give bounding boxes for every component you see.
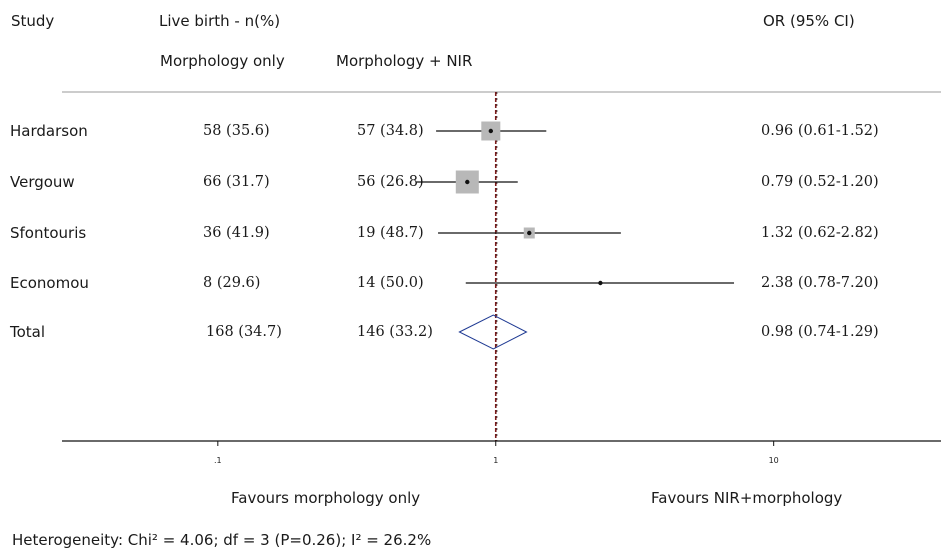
morphology-only-value: 8 (29.6)	[203, 275, 261, 291]
morphology-nir-header: Morphology + NIR	[336, 52, 473, 70]
morphology-only-value: 58 (35.6)	[203, 123, 270, 139]
total-name: Total	[10, 323, 46, 341]
or-column-header: OR (95% CI)	[763, 12, 855, 30]
favours-right-label: Favours NIR+morphology	[651, 489, 843, 507]
point-estimate	[598, 280, 603, 286]
morphology-nir-value: 19 (48.7)	[357, 225, 424, 241]
point-estimate	[465, 179, 470, 185]
x-tick-label-1: 1	[493, 456, 498, 465]
or-ci-text: 0.79 (0.52-1.20)	[761, 174, 879, 190]
favours-left-label: Favours morphology only	[231, 489, 421, 507]
or-ci-text: 0.98 (0.74-1.29)	[761, 324, 879, 340]
heterogeneity-note: Heterogeneity: Chi² = 4.06; df = 3 (P=0.…	[12, 531, 432, 549]
morphology-nir-value: 14 (50.0)	[357, 275, 424, 291]
morphology-nir-value: 57 (34.8)	[357, 123, 424, 139]
study-name: Hardarson	[10, 122, 88, 140]
or-ci-text: 0.96 (0.61-1.52)	[761, 123, 879, 139]
x-tick-label-2: 10	[769, 456, 779, 465]
live-birth-header: Live birth - n(%)	[159, 12, 281, 30]
morphology-nir-value: 146 (33.2)	[357, 324, 433, 340]
x-tick-label-0: .1	[214, 456, 222, 465]
point-estimate	[527, 230, 532, 236]
morphology-only-value: 168 (34.7)	[206, 324, 282, 340]
study-name: Economou	[10, 274, 89, 292]
or-ci-text: 1.32 (0.62-2.82)	[761, 225, 879, 241]
study-name: Vergouw	[10, 173, 75, 191]
morphology-only-value: 66 (31.7)	[203, 174, 270, 190]
or-ci-text: 2.38 (0.78-7.20)	[761, 275, 879, 291]
morphology-only-header: Morphology only	[160, 52, 285, 70]
point-estimate	[488, 128, 494, 134]
study-column-header: Study	[11, 12, 55, 30]
morphology-nir-value: 56 (26.8)	[357, 174, 424, 190]
study-name: Sfontouris	[10, 224, 87, 242]
morphology-only-value: 36 (41.9)	[203, 225, 270, 241]
pooled-diamond	[458, 314, 528, 350]
